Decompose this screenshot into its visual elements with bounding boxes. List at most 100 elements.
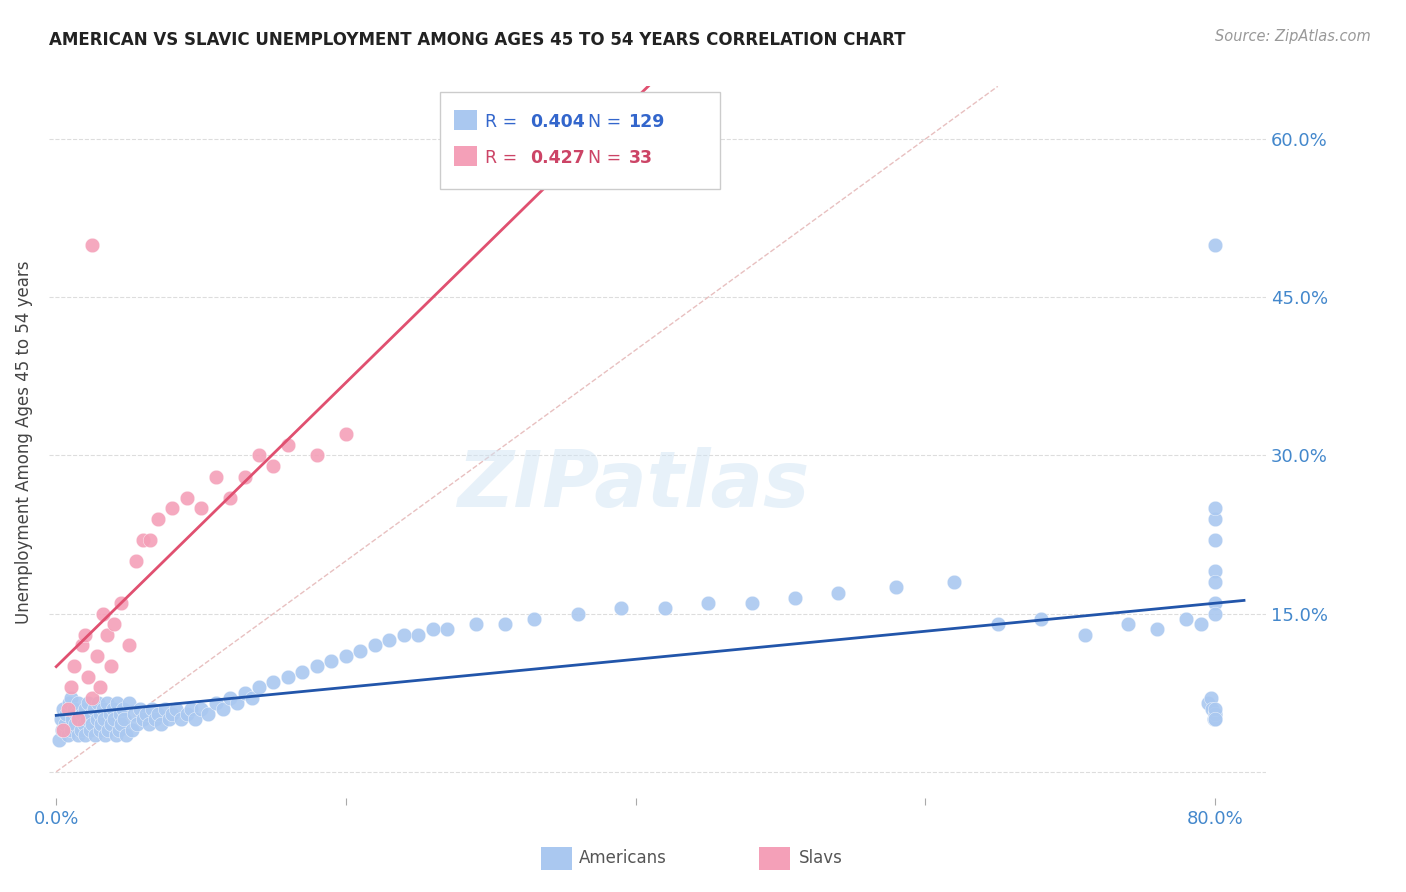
Point [190, 701, 212, 715]
Point [62, 659, 84, 673]
Point [943, 574, 966, 589]
Point [89, 723, 111, 737]
Point [100, 717, 122, 731]
Point [75, 728, 97, 742]
Point [89, 681, 111, 695]
Point [76, 712, 98, 726]
Point [129, 701, 152, 715]
Point [1204, 712, 1226, 726]
Point [83, 701, 105, 715]
Point [1204, 607, 1226, 621]
Point [86, 712, 108, 726]
Point [408, 628, 430, 642]
Point [108, 706, 131, 721]
Point [160, 706, 183, 721]
Point [114, 728, 136, 742]
Point [100, 659, 122, 673]
Point [125, 554, 148, 568]
Point [1073, 628, 1095, 642]
Text: R =: R = [485, 149, 523, 167]
Text: 0.404: 0.404 [530, 113, 585, 131]
Point [247, 681, 270, 695]
Point [523, 612, 546, 626]
Point [277, 670, 299, 684]
Point [62, 701, 84, 715]
Point [1204, 574, 1226, 589]
Point [1146, 623, 1168, 637]
Point [82, 717, 104, 731]
Point [190, 501, 212, 516]
Point [139, 533, 162, 547]
Point [93, 712, 115, 726]
Point [127, 717, 149, 731]
Point [277, 438, 299, 452]
Point [226, 696, 249, 710]
Point [654, 601, 676, 615]
Point [124, 706, 146, 721]
Point [52, 723, 75, 737]
Point [1204, 511, 1226, 525]
Point [63, 717, 86, 731]
Point [73, 717, 96, 731]
Point [153, 701, 176, 715]
Point [48, 733, 70, 747]
Y-axis label: Unemployment Among Ages 45 to 54 years: Unemployment Among Ages 45 to 54 years [15, 260, 32, 624]
Point [111, 701, 134, 715]
Point [741, 596, 763, 610]
Point [160, 501, 183, 516]
Point [378, 632, 401, 647]
Point [204, 696, 226, 710]
Point [53, 717, 76, 731]
Text: N =: N = [588, 113, 627, 131]
Point [91, 701, 114, 715]
Point [197, 706, 219, 721]
Point [1199, 690, 1222, 705]
Point [247, 449, 270, 463]
Point [170, 712, 193, 726]
Point [827, 585, 849, 599]
Point [75, 628, 97, 642]
Point [1031, 612, 1053, 626]
Point [55, 706, 77, 721]
Point [107, 723, 129, 737]
Point [91, 607, 114, 621]
Point [82, 237, 104, 252]
Point [75, 701, 97, 715]
Point [1204, 712, 1226, 726]
Point [240, 690, 263, 705]
Point [103, 617, 125, 632]
Point [263, 675, 285, 690]
Point [96, 628, 118, 642]
Point [184, 712, 207, 726]
Point [97, 723, 120, 737]
Point [146, 511, 169, 525]
Text: AMERICAN VS SLAVIC UNEMPLOYMENT AMONG AGES 45 TO 54 YEARS CORRELATION CHART: AMERICAN VS SLAVIC UNEMPLOYMENT AMONG AG… [49, 31, 905, 49]
Point [165, 701, 187, 715]
Point [157, 712, 180, 726]
Text: Americans: Americans [579, 849, 668, 867]
Point [349, 643, 371, 657]
Point [567, 607, 589, 621]
Point [146, 706, 169, 721]
Point [987, 617, 1010, 632]
Point [104, 728, 127, 742]
Point [335, 427, 357, 442]
Point [59, 690, 82, 705]
Point [56, 728, 79, 742]
Point [77, 696, 100, 710]
Point [51, 723, 73, 737]
Point [66, 728, 89, 742]
Point [66, 712, 89, 726]
Point [1116, 617, 1139, 632]
Point [335, 648, 357, 663]
Point [52, 701, 75, 715]
Point [80, 706, 103, 721]
Point [1204, 533, 1226, 547]
Point [1189, 617, 1212, 632]
Point [101, 701, 124, 715]
Point [141, 701, 163, 715]
Text: ZIPatlas: ZIPatlas [457, 447, 808, 523]
Point [465, 617, 488, 632]
Point [1175, 612, 1198, 626]
Point [1204, 596, 1226, 610]
